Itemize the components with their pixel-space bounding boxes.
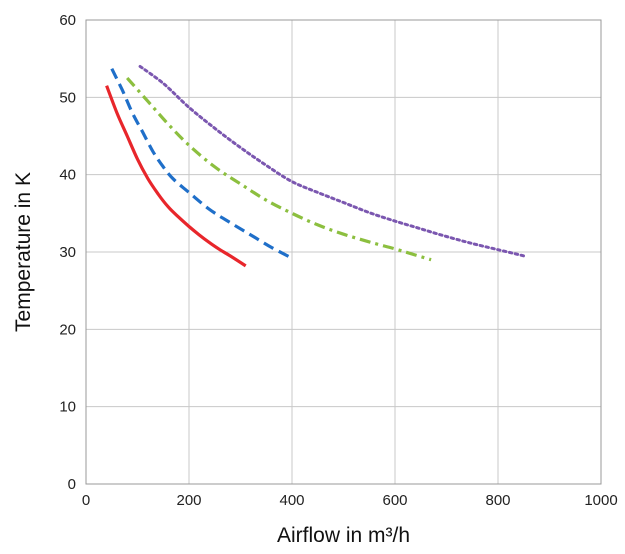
x-tick-label: 600	[382, 492, 407, 509]
x-tick-label: 800	[485, 492, 510, 509]
y-tick-label: 20	[59, 321, 76, 338]
y-axis-title: Temperature in K	[12, 172, 35, 332]
series-line-dashdot	[125, 76, 432, 262]
y-tick-label: 50	[59, 89, 76, 106]
x-tick-label: 1000	[584, 492, 617, 509]
plot-frame	[85, 19, 602, 485]
y-tick-label: 0	[68, 476, 76, 493]
x-tick-label: 400	[279, 492, 304, 509]
x-tick-label: 0	[82, 492, 90, 509]
series-line-dashed	[110, 68, 293, 260]
y-tick-label: 40	[59, 167, 76, 184]
y-tick-label: 30	[59, 244, 76, 261]
x-tick-label: 200	[176, 492, 201, 509]
series-line-solid	[105, 85, 247, 268]
series-line-dotted	[138, 64, 526, 258]
x-axis-title: Airflow in m³/h	[277, 524, 410, 547]
y-tick-label: 60	[59, 12, 76, 29]
y-tick-label: 10	[59, 399, 76, 416]
tick-labels: 0 200 400 600 800 1000 0 10 20 30 40 50 60	[59, 12, 617, 509]
series-layer	[105, 64, 526, 268]
